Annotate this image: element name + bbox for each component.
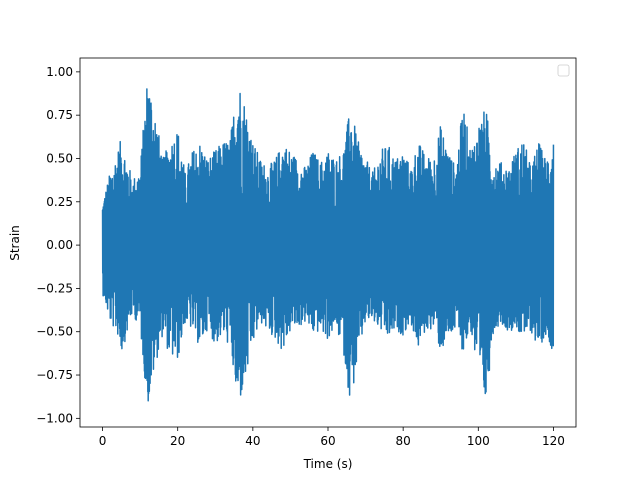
x-axis: 0 20 40 60 80 100 120 [99, 427, 565, 448]
y-tick-label: −0.75 [36, 368, 73, 382]
y-tick-label: 0.00 [46, 238, 73, 252]
y-tick-label: −0.25 [36, 281, 73, 295]
y-tick-label: 1.00 [46, 65, 73, 79]
y-tick-label: −1.00 [36, 411, 73, 425]
series-layer [101, 88, 555, 402]
x-tick-label: 100 [467, 434, 490, 448]
y-tick-label: 0.75 [46, 108, 73, 122]
x-tick-label: 80 [396, 434, 411, 448]
x-axis-label: Time (s) [303, 457, 353, 471]
y-tick-label: 0.25 [46, 195, 73, 209]
legend-box [557, 64, 570, 77]
x-tick-label: 0 [99, 434, 107, 448]
x-tick-label: 20 [170, 434, 185, 448]
y-axis-label: Strain [8, 225, 22, 261]
y-tick-label: 0.50 [46, 151, 73, 165]
y-tick-label: −0.50 [36, 325, 73, 339]
strain-series-line [101, 88, 555, 402]
y-axis: −1.00 −0.75 −0.50 −0.25 0.00 0.25 0.50 0.75 1.00 [36, 65, 80, 425]
x-tick-label: 120 [542, 434, 565, 448]
x-tick-label: 60 [320, 434, 335, 448]
x-tick-label: 40 [245, 434, 260, 448]
